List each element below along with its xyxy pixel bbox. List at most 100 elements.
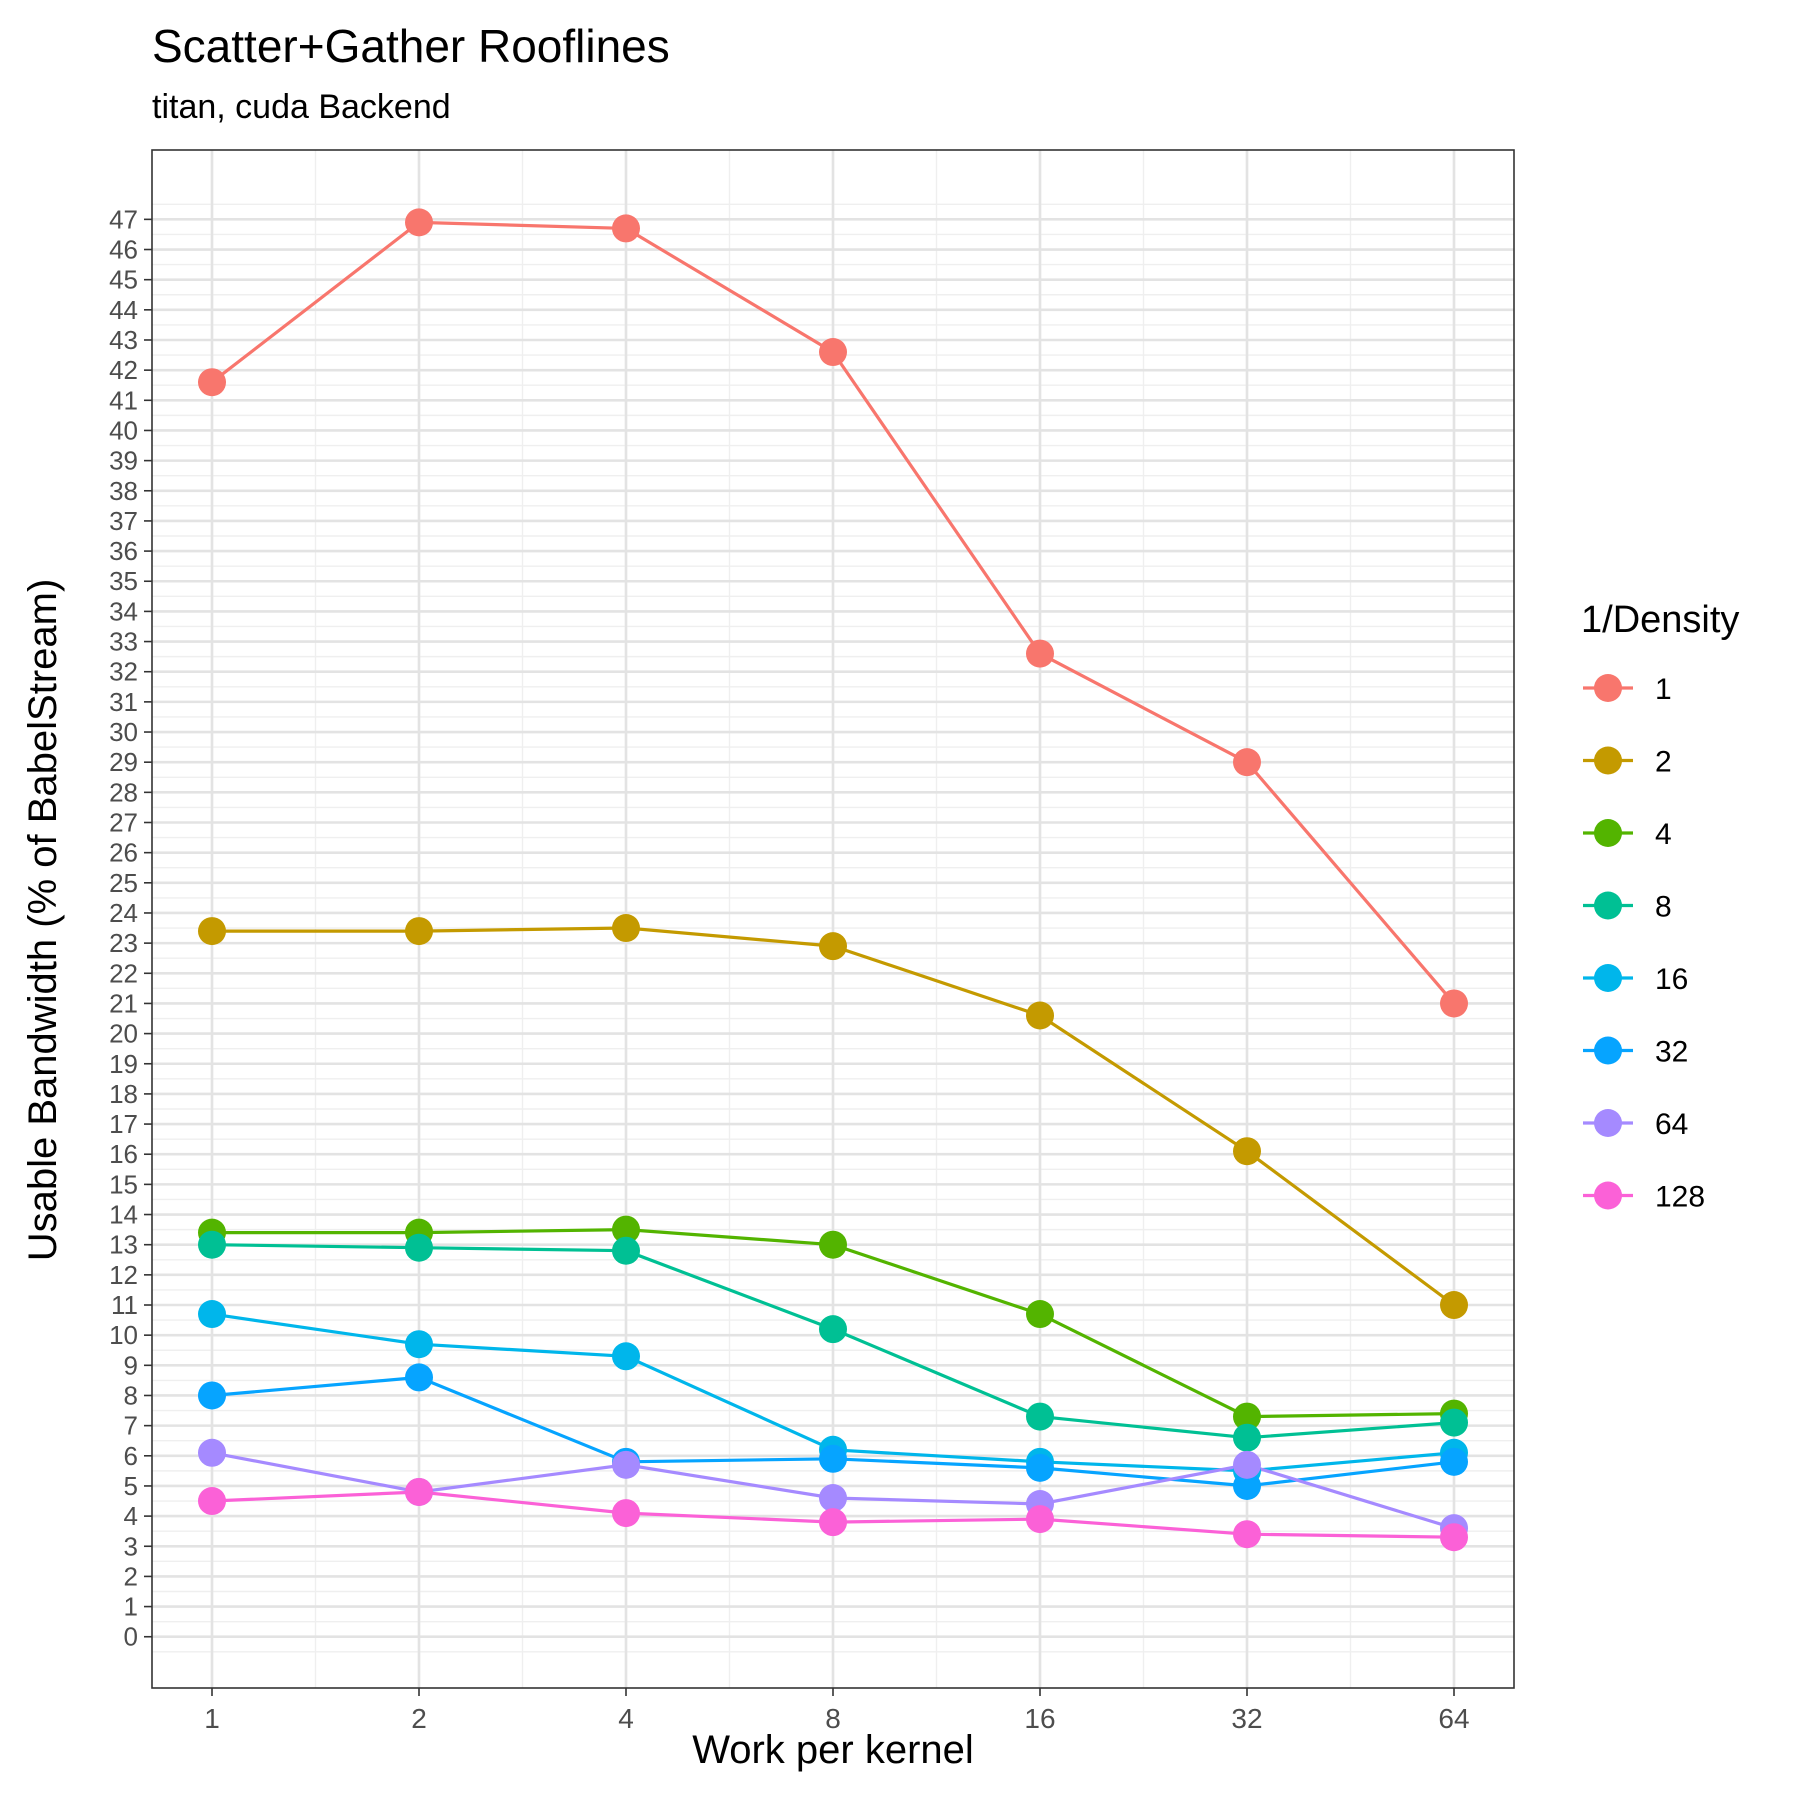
y-tick-label: 36 [109,536,138,566]
data-point [1440,1523,1468,1552]
data-point [198,368,226,397]
data-point [612,1450,640,1479]
legend-item-2: 2 [1583,746,1672,779]
data-point [1440,1291,1468,1320]
data-point [612,914,640,943]
legend-key-point [1594,1181,1622,1210]
legend-item-16: 16 [1583,963,1688,996]
data-point [819,1484,847,1513]
legend-key-point [1594,746,1622,775]
y-tick-label: 32 [109,657,138,687]
legend-item-128: 128 [1583,1181,1705,1214]
y-tick-label: 13 [109,1230,138,1260]
y-tick-label: 15 [109,1169,138,1199]
data-point [612,1215,640,1244]
data-point [819,932,847,961]
legend: 1/Density 1 2 4 8 16 32 64 128 [1581,599,1739,1214]
data-point [1026,1453,1054,1482]
data-point [1233,1520,1261,1549]
y-tick-label: 3 [124,1531,138,1561]
y-tick-label: 21 [109,988,138,1018]
data-point [1233,748,1261,777]
legend-label: 128 [1655,1181,1705,1214]
x-tick-label: 8 [825,1703,841,1734]
legend-label: 16 [1655,963,1688,996]
y-tick-label: 6 [124,1441,138,1471]
y-tick-label: 25 [109,868,138,898]
data-point [612,214,640,243]
y-tick-label: 8 [124,1380,138,1410]
x-tick-label: 16 [1024,1703,1055,1734]
data-point [405,1477,433,1506]
y-tick-label: 28 [109,777,138,807]
data-point [819,1444,847,1473]
data-point [1440,1408,1468,1437]
y-tick-label: 34 [109,596,138,626]
data-point [1026,1402,1054,1431]
legend-key-point [1594,1036,1622,1065]
data-point [1026,1001,1054,1030]
data-point [1233,1471,1261,1500]
data-point [198,1230,226,1259]
y-tick-label: 38 [109,476,138,506]
y-tick-label: 46 [109,235,138,265]
y-tick-label: 7 [124,1411,138,1441]
legend-key-point [1594,891,1622,920]
data-point [1026,1300,1054,1329]
legend-item-4: 4 [1583,818,1672,851]
y-tick-label: 37 [109,506,138,536]
y-tick-label: 31 [109,687,138,717]
legend-label: 4 [1655,818,1672,851]
y-tick-label: 45 [109,265,138,295]
series-points-1 [198,208,1468,1018]
y-tick-label: 9 [124,1350,138,1380]
data-point [198,917,226,946]
y-tick-label: 40 [109,415,138,445]
y-tick-label: 43 [109,325,138,355]
series-layer [198,208,1468,1552]
x-tick-label: 4 [618,1703,634,1734]
data-point [198,1438,226,1467]
series-points-2 [198,914,1468,1320]
y-tick-label: 44 [109,295,138,325]
x-axis: 1 2 4 8 16 32 64 [204,1688,1470,1734]
legend-key-point [1594,964,1622,992]
y-tick-label: 30 [109,717,138,747]
y-tick-label: 12 [109,1260,138,1290]
legend-item-1: 1 [1583,673,1672,706]
data-point [612,1236,640,1265]
data-point [1233,1450,1261,1479]
data-point [1440,1447,1468,1476]
y-tick-label: 47 [109,204,138,234]
y-tick-label: 11 [111,1290,138,1320]
y-tick-label: 23 [109,928,138,958]
data-point [612,1342,640,1371]
y-tick-label: 41 [109,385,138,415]
legend-item-32: 32 [1583,1036,1688,1069]
series-points-8 [198,1230,1468,1452]
legend-label: 1 [1655,673,1672,706]
data-point [198,1300,226,1329]
data-point [1440,989,1468,1018]
y-tick-label: 14 [109,1200,138,1230]
chart-subtitle: titan, cuda Backend [152,88,451,126]
series-points-32 [198,1363,1468,1500]
legend-label: 2 [1655,746,1672,779]
legend-key-point [1594,819,1622,847]
y-tick-label: 42 [109,355,138,385]
data-point [405,917,433,946]
data-point [1233,1402,1261,1431]
y-tick-label: 16 [109,1139,138,1169]
y-axis: 0123456789101112131415161718192021222324… [109,204,152,1652]
y-tick-label: 35 [109,566,138,596]
data-point [819,1315,847,1344]
chart-title: Scatter+Gather Rooflines [152,20,670,72]
y-tick-label: 33 [109,627,138,657]
legend-key-point [1594,674,1622,702]
y-tick-label: 18 [109,1079,138,1109]
y-tick-label: 22 [109,958,138,988]
x-axis-label: Work per kernel [692,1728,974,1772]
legend-item-64: 64 [1583,1108,1688,1141]
